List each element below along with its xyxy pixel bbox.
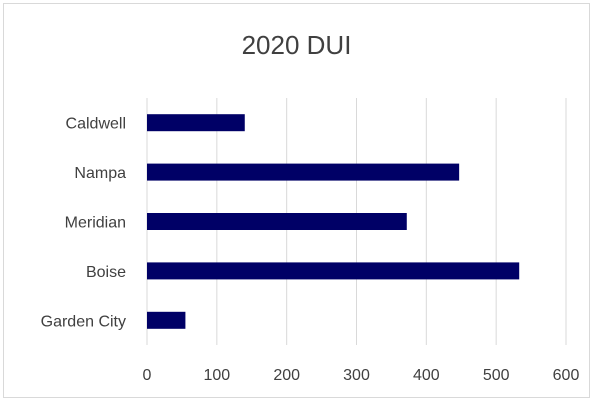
bar-nampa: [147, 163, 460, 181]
x-tick-label-200: 200: [273, 367, 300, 384]
category-label-nampa: Nampa: [74, 165, 126, 182]
x-tick-label-300: 300: [343, 367, 370, 384]
x-tick-label-100: 100: [203, 367, 230, 384]
category-label-caldwell: Caldwell: [66, 116, 126, 133]
bars: [147, 114, 520, 329]
x-tick-label-0: 0: [143, 367, 152, 384]
x-tick-label-500: 500: [483, 367, 510, 384]
bar-boise: [147, 262, 520, 280]
chart-title: 2020 DUI: [241, 30, 352, 60]
bar-caldwell: [147, 114, 245, 132]
category-label-boise: Boise: [86, 264, 126, 281]
bar-meridian: [147, 213, 407, 230]
x-tick-labels: 0 100 200 300 400 500 600: [143, 367, 580, 384]
chart-frame: [3, 3, 590, 398]
x-tick-label-400: 400: [413, 367, 440, 384]
category-labels: Caldwell Nampa Meridian Boise Garden City: [41, 116, 126, 331]
x-tick-label-600: 600: [553, 367, 580, 384]
category-label-meridian: Meridian: [65, 215, 126, 232]
bar-garden-city: [147, 311, 186, 329]
category-label-garden-city: Garden City: [41, 313, 126, 330]
